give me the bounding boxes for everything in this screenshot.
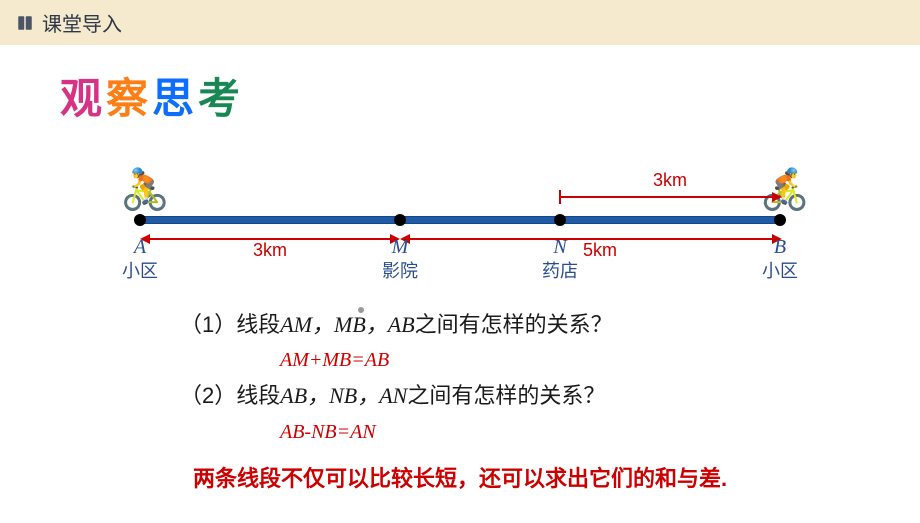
point-B	[774, 214, 786, 226]
dimension-NB-top	[560, 196, 780, 198]
book-icon	[16, 14, 34, 32]
dim-label-5km: 5km	[583, 240, 617, 261]
question-2: （2）线段AB，NB，AN之间有怎样的关系？	[180, 377, 870, 414]
cyclist-right-icon: 🚴	[760, 166, 810, 213]
label-M: M 影院	[382, 234, 418, 283]
point-N	[554, 214, 566, 226]
slide-content: 观察思考 观察思考 🚴 🚴 3km 3km 5km A 小区 M 影院 N	[0, 45, 920, 523]
dim-label-3km-top: 3km	[653, 170, 687, 191]
cyclist-left-icon: 🚴	[120, 166, 170, 213]
conclusion-text: 两条线段不仅可以比较长短，还可以求出它们的和与差.	[50, 461, 870, 493]
label-N: N 药店	[542, 234, 578, 283]
decorative-dot	[358, 307, 364, 313]
slide-header: 课堂导入	[0, 0, 920, 45]
label-A: A 小区	[122, 234, 158, 283]
segment-AB	[140, 216, 780, 224]
questions-block: （1）线段AM，MB，AB之间有怎样的关系？ AM+MB=AB （2）线段AB，…	[180, 306, 870, 449]
header-title: 课堂导入	[42, 8, 122, 37]
answer-1: AM+MB=AB	[280, 343, 870, 377]
label-B: B 小区	[762, 234, 798, 283]
point-M	[394, 214, 406, 226]
line-segment-diagram: 🚴 🚴 3km 3km 5km A 小区 M 影院 N 药店 B	[100, 156, 820, 296]
section-title: 观察思考 观察思考	[50, 65, 870, 126]
point-A	[134, 214, 146, 226]
answer-2: AB-NB=AN	[280, 415, 870, 449]
dim-label-3km-bottom: 3km	[253, 240, 287, 261]
question-1: （1）线段AM，MB，AB之间有怎样的关系？	[180, 306, 870, 343]
